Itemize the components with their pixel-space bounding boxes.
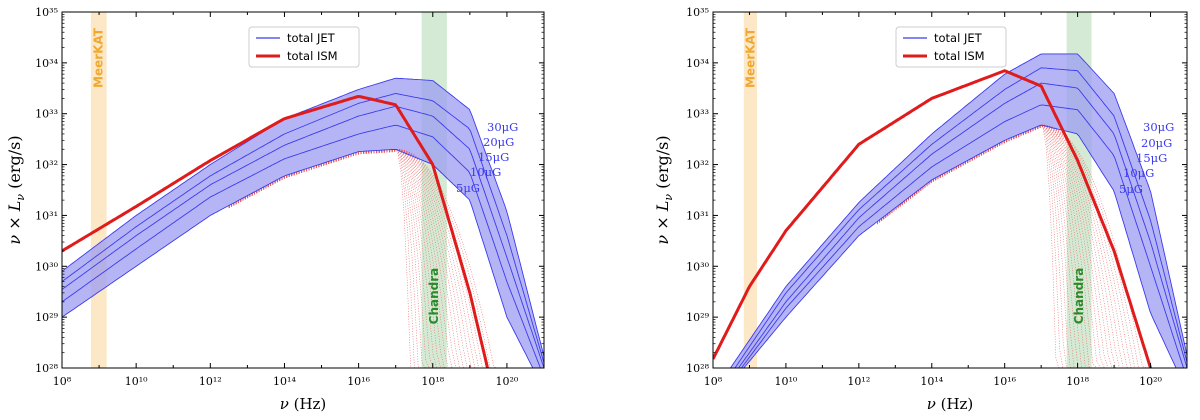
chandra-label: Chandra <box>427 268 441 325</box>
y-tick-label: 10³² <box>35 159 58 172</box>
plot-area <box>713 12 1187 368</box>
y-tick-label: 10³¹ <box>35 209 58 222</box>
ism-component-curve <box>876 124 1113 368</box>
x-tick-label: 10¹⁰ <box>125 375 148 388</box>
x-tick-label: 10¹⁴ <box>273 375 296 388</box>
jet-curve-5uG <box>743 124 1177 368</box>
jet-curve-5uG <box>62 148 534 368</box>
y-tick-label: 10³⁴ <box>35 57 58 70</box>
field-label-5uG: 5μG <box>1119 182 1143 196</box>
plot-area <box>62 12 544 368</box>
legend: total JET total ISM <box>895 26 1007 68</box>
jet-envelope <box>730 53 1187 368</box>
x-tick-label: 10¹⁶ <box>993 375 1016 388</box>
y-tick-label: 10³³ <box>686 108 709 121</box>
x-tick-label: 10¹⁴ <box>920 375 943 388</box>
ism-total-curve <box>713 69 1152 368</box>
jet-curve-20uG <box>62 93 544 365</box>
field-label-5uG: 5μG <box>456 181 480 195</box>
ism-component-curve <box>228 149 499 368</box>
y-tick-label: 10³⁰ <box>35 260 58 273</box>
x-axis-label: ν (Hz) <box>927 395 974 413</box>
field-label-10uG: 10μG <box>470 165 501 179</box>
x-tick-label: 10¹² <box>199 375 222 388</box>
legend-jet-label: total JET <box>934 31 983 45</box>
jet-curve-10uG <box>62 124 541 368</box>
y-tick-label: 10³² <box>686 159 709 172</box>
x-tick-label: 10²⁰ <box>1139 375 1162 388</box>
y-tick-label: 10³¹ <box>686 209 709 222</box>
legend: total JET total ISM <box>248 26 360 68</box>
field-label-20uG: 20μG <box>1141 136 1172 150</box>
field-label-20uG: 20μG <box>483 135 514 149</box>
x-tick-label: 10¹⁸ <box>421 375 444 388</box>
x-tick-label: 10¹⁸ <box>1066 375 1089 388</box>
y-tick-label: 10²⁸ <box>686 362 709 375</box>
x-tick-label: 10⁸ <box>53 375 72 388</box>
chandra-label: Chandra <box>1072 268 1086 325</box>
y-axis-label: ν × Lν (erg/s) <box>5 135 27 244</box>
field-label-30uG: 30μG <box>487 120 518 134</box>
y-tick-label: 10³⁰ <box>686 260 709 273</box>
jet-curve-15uG <box>62 106 544 368</box>
jet-curve-30uG <box>730 53 1187 368</box>
x-tick-label: 10¹⁰ <box>775 375 798 388</box>
y-tick-label: 10³⁴ <box>686 57 709 70</box>
x-tick-label: 10²⁰ <box>496 375 519 388</box>
x-tick-label: 10¹⁶ <box>347 375 370 388</box>
legend-ism-label: total ISM <box>934 49 985 63</box>
ism-total-curve <box>62 94 489 368</box>
y-tick-label: 10²⁹ <box>35 311 58 324</box>
y-tick-label: 10³⁵ <box>35 6 58 19</box>
y-tick-label: 10³⁵ <box>686 6 709 19</box>
field-label-30uG: 30μG <box>1143 120 1174 134</box>
legend-ism-label: total ISM <box>287 49 338 63</box>
axes-frame <box>61 11 545 369</box>
y-tick-label: 10²⁹ <box>686 311 709 324</box>
x-tick-label: 10¹² <box>847 375 870 388</box>
field-label-15uG: 15μG <box>478 150 509 164</box>
x-tick-label: 10⁸ <box>704 375 723 388</box>
y-tick-label: 10²⁸ <box>35 362 58 375</box>
meerkat-label: MeerKAT <box>743 27 757 88</box>
ism-component-curve <box>876 125 1093 368</box>
meerkat-label: MeerKAT <box>92 27 106 88</box>
field-label-15uG: 15μG <box>1136 151 1167 165</box>
axes-frame <box>712 11 1188 369</box>
jet-curve-20uG <box>734 67 1187 368</box>
legend-jet-label: total JET <box>287 31 336 45</box>
jet-curve-30uG <box>62 77 544 359</box>
x-axis-label: ν (Hz) <box>280 395 327 413</box>
field-label-10uG: 10μG <box>1123 166 1154 180</box>
jet-curve-10uG <box>741 104 1184 368</box>
y-tick-label: 10³³ <box>35 108 58 121</box>
jet-curve-15uG <box>738 82 1187 368</box>
y-axis-label: ν × Lν (erg/s) <box>653 135 675 244</box>
